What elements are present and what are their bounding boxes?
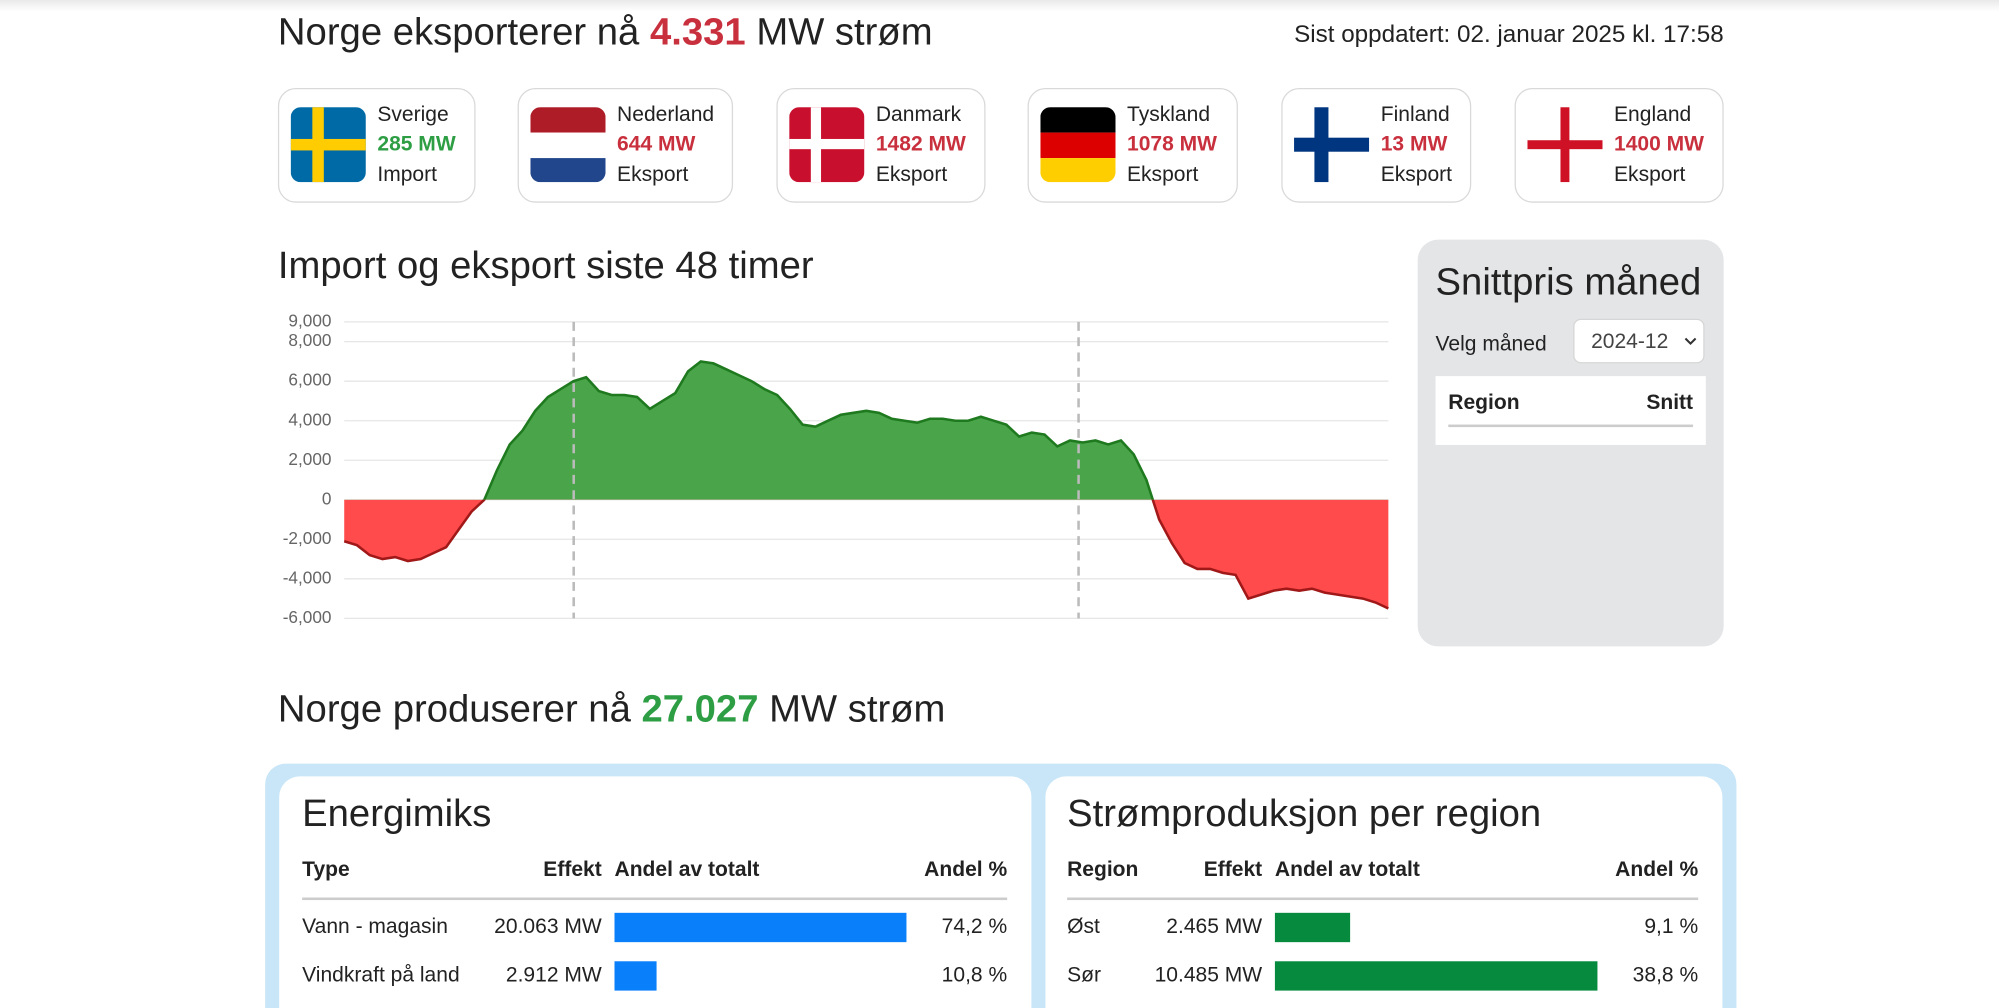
y-tick-label: -6,000 [283, 607, 332, 627]
share-bar [614, 912, 906, 943]
export-heading: Norge eksporterer nå 4.331 MW strøm [278, 10, 933, 56]
heading-text: MW strøm [769, 688, 946, 731]
updated-time: Sist oppdatert: 02. januar 2025 kl. 17:5… [1294, 21, 1724, 49]
month-select[interactable]: 2024-12 [1573, 318, 1705, 364]
top-shadow [0, 0, 1999, 12]
flag [1040, 107, 1116, 183]
country-direction: Eksport [1614, 163, 1686, 187]
production-value: 27.027 [641, 688, 759, 731]
chart-title: Import og eksport siste 48 timer [277, 244, 814, 287]
country-value: 644 MW [617, 132, 696, 156]
row-share: 38,8 % [1632, 963, 1699, 987]
line-negative [343, 499, 1389, 610]
y-tick-label: 4,000 [288, 409, 331, 429]
country-card[interactable]: Finland 13 MW Eksport [1281, 87, 1472, 203]
row-share: 9,1 % [1644, 915, 1699, 939]
y-tick-label: 8,000 [288, 330, 331, 350]
card-title: Energimiks [302, 792, 492, 836]
country-card[interactable]: Tyskland 1078 MW Eksport [1027, 87, 1238, 203]
column-header: Snitt [1646, 391, 1694, 415]
country-name: Nederland [617, 103, 715, 127]
row-label: Vann - magasin [302, 915, 448, 939]
heading-text: Norge eksporterer nå [277, 11, 640, 54]
country-direction: Eksport [1380, 163, 1453, 187]
column-header: Andel % [924, 858, 1008, 881]
country-direction: Import [377, 163, 437, 187]
row-effekt: 10.485 MW [1154, 963, 1263, 987]
row-label: Sør [1067, 963, 1101, 987]
select-label: Velg måned [1435, 332, 1547, 356]
row-share: 10,8 % [941, 963, 1008, 987]
country-name: Sverige [377, 103, 449, 127]
country-value: 13 MW [1380, 132, 1448, 156]
energimiks-card: Energimiks Type Effekt Andel av totalt A… [279, 776, 1032, 1008]
column-header: Region [1448, 391, 1520, 415]
share-bar [1274, 912, 1351, 943]
country-value: 1400 MW [1614, 132, 1705, 156]
card-title: Strømproduksjon per region [1067, 792, 1542, 836]
share-bar [614, 961, 657, 991]
line-positive [482, 360, 1155, 500]
country-card[interactable]: England 1400 MW Eksport [1514, 87, 1724, 203]
row-effekt: 2.465 MW [1166, 915, 1263, 939]
country-value: 285 MW [377, 132, 456, 156]
column-header: Andel % [1615, 858, 1699, 881]
share-bar [1274, 961, 1598, 991]
row-label: Øst [1067, 915, 1100, 939]
country-value: 1078 MW [1127, 132, 1218, 156]
column-header: Andel av totalt [1274, 858, 1420, 881]
y-tick-label: 0 [322, 488, 332, 508]
country-name: Finland [1380, 103, 1450, 127]
y-tick-label: 2,000 [288, 449, 331, 469]
column-header: Andel av totalt [614, 858, 760, 881]
price-panel: Snittpris måned Velg måned 2024-12 Regio… [1417, 239, 1724, 647]
panel-title: Snittpris måned [1435, 261, 1702, 304]
flag [290, 107, 366, 183]
chevron [1684, 337, 1697, 346]
country-name: England [1614, 103, 1692, 127]
column-header: Type [302, 858, 350, 881]
country-name: Tyskland [1127, 103, 1211, 127]
heading-text: MW strøm [756, 11, 933, 54]
country-value: 1482 MW [875, 132, 966, 156]
header-rule [302, 897, 1008, 901]
header-rule [1448, 424, 1694, 428]
y-tick-label: -2,000 [283, 528, 332, 548]
row-label: Vindkraft på land [302, 963, 460, 987]
flag [1527, 107, 1603, 183]
country-name: Danmark [875, 103, 962, 127]
row-share: 74,2 % [941, 915, 1008, 939]
export-value: 4.331 [649, 11, 746, 54]
row-effekt: 20.063 MW [494, 915, 602, 939]
area-positive [344, 361, 1389, 500]
column-header: Effekt [543, 858, 602, 881]
row-effekt: 2.912 MW [505, 963, 602, 987]
column-header: Effekt [1203, 858, 1263, 881]
select-value: 2024-12 [1591, 330, 1669, 354]
column-header: Region [1067, 858, 1139, 881]
country-direction: Eksport [875, 163, 948, 187]
header-rule [1067, 897, 1699, 901]
flag [1294, 107, 1370, 183]
price-table: Region Snitt [1435, 376, 1706, 445]
country-direction: Eksport [617, 163, 689, 187]
flag [530, 107, 606, 183]
country-direction: Eksport [1127, 163, 1199, 187]
y-tick-label: 6,000 [288, 370, 331, 390]
heading-text: Norge produserer nå [277, 688, 631, 731]
production-heading: Norge produserer nå 27.027 MW strøm [278, 687, 945, 733]
flag [789, 107, 865, 183]
country-card[interactable]: Sverige 285 MW Import [277, 87, 476, 203]
y-tick-label: -4,000 [283, 567, 332, 587]
y-tick-label: 9,000 [288, 310, 331, 330]
country-card[interactable]: Danmark 1482 MW Eksport [776, 87, 986, 203]
country-card[interactable]: Nederland 644 MW Eksport [517, 87, 734, 203]
region-card: Strømproduksjon per region Region Effekt… [1045, 776, 1723, 1008]
